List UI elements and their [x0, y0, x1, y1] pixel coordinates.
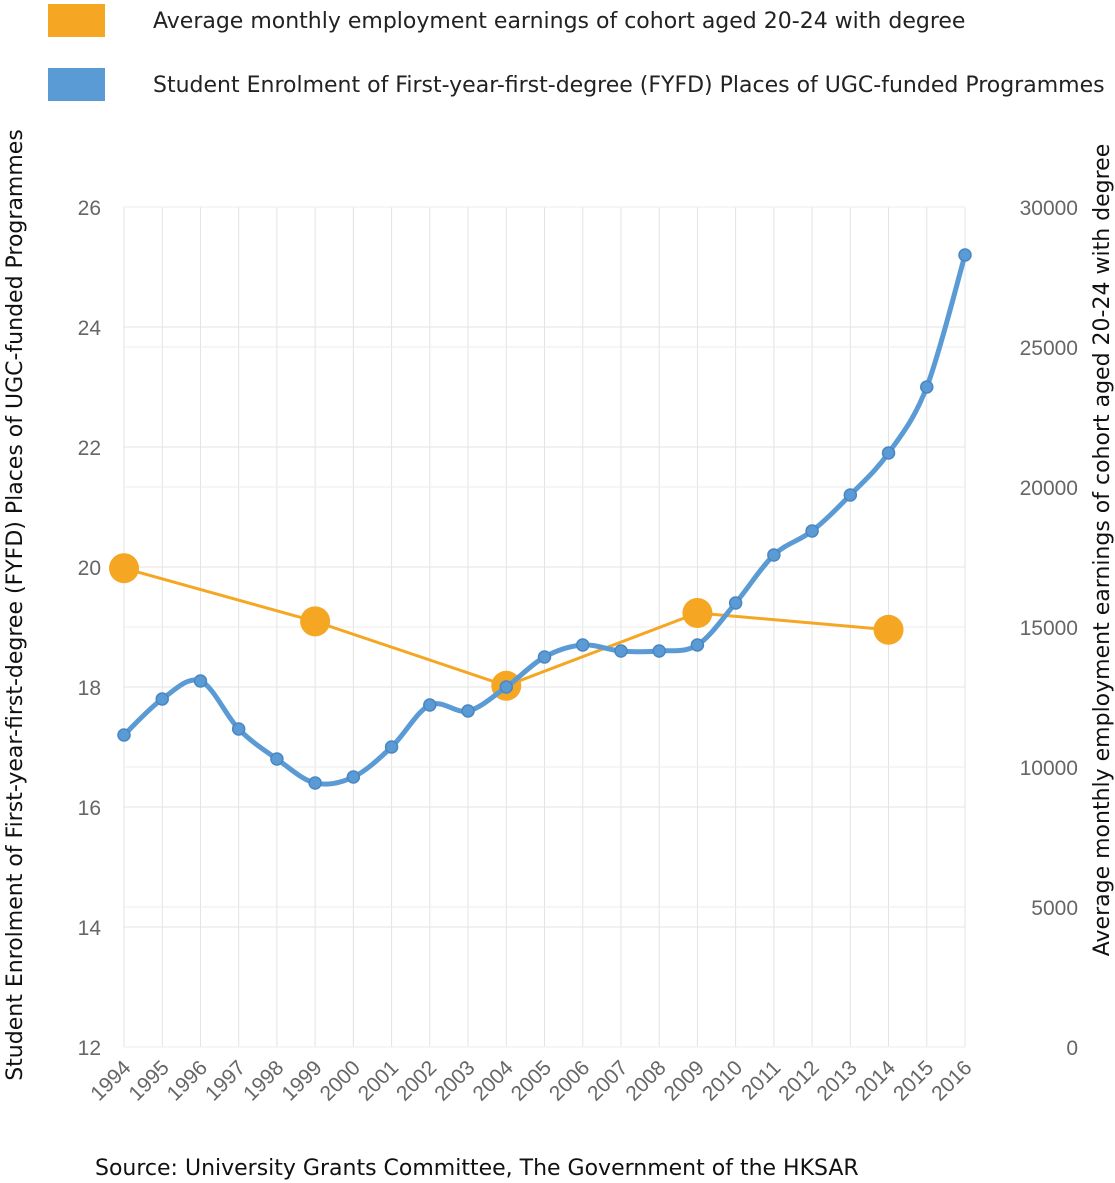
enrolment-point	[384, 740, 399, 754]
x-tick-label: 2006	[545, 1056, 594, 1105]
y-axis-left-title: Student Enrolment of First-year-first-de…	[3, 129, 28, 1081]
legend: Average monthly employment earnings of c…	[48, 4, 1105, 101]
enrolment-point	[767, 548, 781, 562]
x-tick-label: 2009	[660, 1056, 709, 1105]
x-tick-label: 2002	[392, 1056, 441, 1105]
x-tick-label: 2000	[316, 1056, 365, 1105]
y-left-tick-label: 26	[78, 197, 101, 220]
legend-swatch-2	[48, 68, 105, 101]
x-tick-label: 2001	[354, 1056, 403, 1105]
x-tick-label: 2016	[927, 1056, 976, 1105]
x-tick-label: 2004	[469, 1056, 519, 1106]
y-right-tick-label: 20000	[1020, 477, 1078, 500]
x-tick-label: 2010	[698, 1056, 747, 1105]
y-right-tick-label: 5000	[1031, 897, 1078, 920]
axes: 12 14 16 18 20 22 24 26 0 5000 10000 15000 20000 2500…	[78, 197, 1078, 1106]
x-tick-label: 2011	[737, 1056, 785, 1104]
enrolment-point	[231, 722, 246, 736]
x-tick-label: 1996	[163, 1056, 212, 1105]
enrolment-point	[920, 380, 934, 394]
x-tick-label: 1995	[124, 1056, 173, 1105]
enrolment-point	[270, 752, 284, 766]
x-tick-label: 1997	[201, 1056, 250, 1105]
y-right-tick-label: 10000	[1020, 757, 1078, 780]
legend-label-2: Student Enrolment of First-year-first-de…	[153, 73, 1105, 98]
enrolment-point	[690, 638, 705, 652]
y-left-tick-label: 18	[78, 677, 101, 700]
earnings-point	[109, 553, 139, 584]
x-tick-label: 2013	[813, 1056, 862, 1105]
earnings-point	[682, 598, 713, 628]
grid	[123, 206, 966, 1048]
enrolment-point	[308, 776, 322, 790]
earnings-point	[300, 606, 331, 637]
x-tick-label: 1998	[239, 1056, 288, 1105]
source-note: Source: University Grants Committee, The…	[95, 1156, 859, 1181]
y-left-tick-label: 24	[78, 317, 102, 340]
enrolment-point	[805, 524, 819, 538]
x-tick-label: 1999	[277, 1056, 326, 1105]
enrolment-point	[499, 680, 514, 694]
x-tick-label: 2014	[851, 1056, 901, 1106]
x-tick-label: 2007	[583, 1056, 632, 1105]
enrolment-point	[843, 488, 858, 502]
enrolment-point	[346, 770, 361, 784]
enrolment-point	[461, 704, 475, 718]
enrolment-point	[193, 674, 208, 688]
y-left-tick-label: 20	[78, 557, 101, 580]
x-tick-label: 2003	[430, 1056, 479, 1105]
y-axis-right-title: Average monthly employment earnings of c…	[1090, 144, 1115, 956]
legend-label-1: Average monthly employment earnings of c…	[153, 9, 965, 34]
enrolment-point	[881, 446, 896, 460]
x-tick-label: 2008	[621, 1056, 670, 1105]
y-right-tick-label: 15000	[1020, 617, 1078, 640]
x-tick-label: 1994	[86, 1056, 136, 1106]
enrolment-point	[728, 596, 743, 610]
y-right-tick-label: 30000	[1020, 197, 1078, 220]
enrolment-point	[423, 698, 437, 712]
enrolment-point	[537, 650, 552, 664]
enrolment-point	[155, 692, 169, 706]
enrolment-point	[117, 728, 131, 742]
y-right-tick-label: 0	[1066, 1037, 1078, 1060]
enrolment-point	[652, 644, 666, 658]
enrolment-point	[575, 638, 590, 652]
y-right-tick-label: 25000	[1020, 337, 1078, 360]
legend-swatch-1	[48, 4, 105, 37]
x-tick-label: 2005	[507, 1056, 556, 1105]
y-left-tick-label: 12	[78, 1037, 101, 1060]
y-left-tick-label: 14	[78, 917, 102, 940]
y-left-tick-label: 22	[78, 437, 101, 460]
enrolment-point	[614, 644, 628, 658]
x-tick-label: 2012	[774, 1056, 823, 1105]
series-enrolment	[117, 248, 972, 790]
earnings-point	[873, 614, 904, 645]
y-left-tick-label: 16	[78, 797, 101, 820]
x-tick-label: 2015	[889, 1056, 938, 1105]
enrolment-point	[958, 248, 972, 262]
